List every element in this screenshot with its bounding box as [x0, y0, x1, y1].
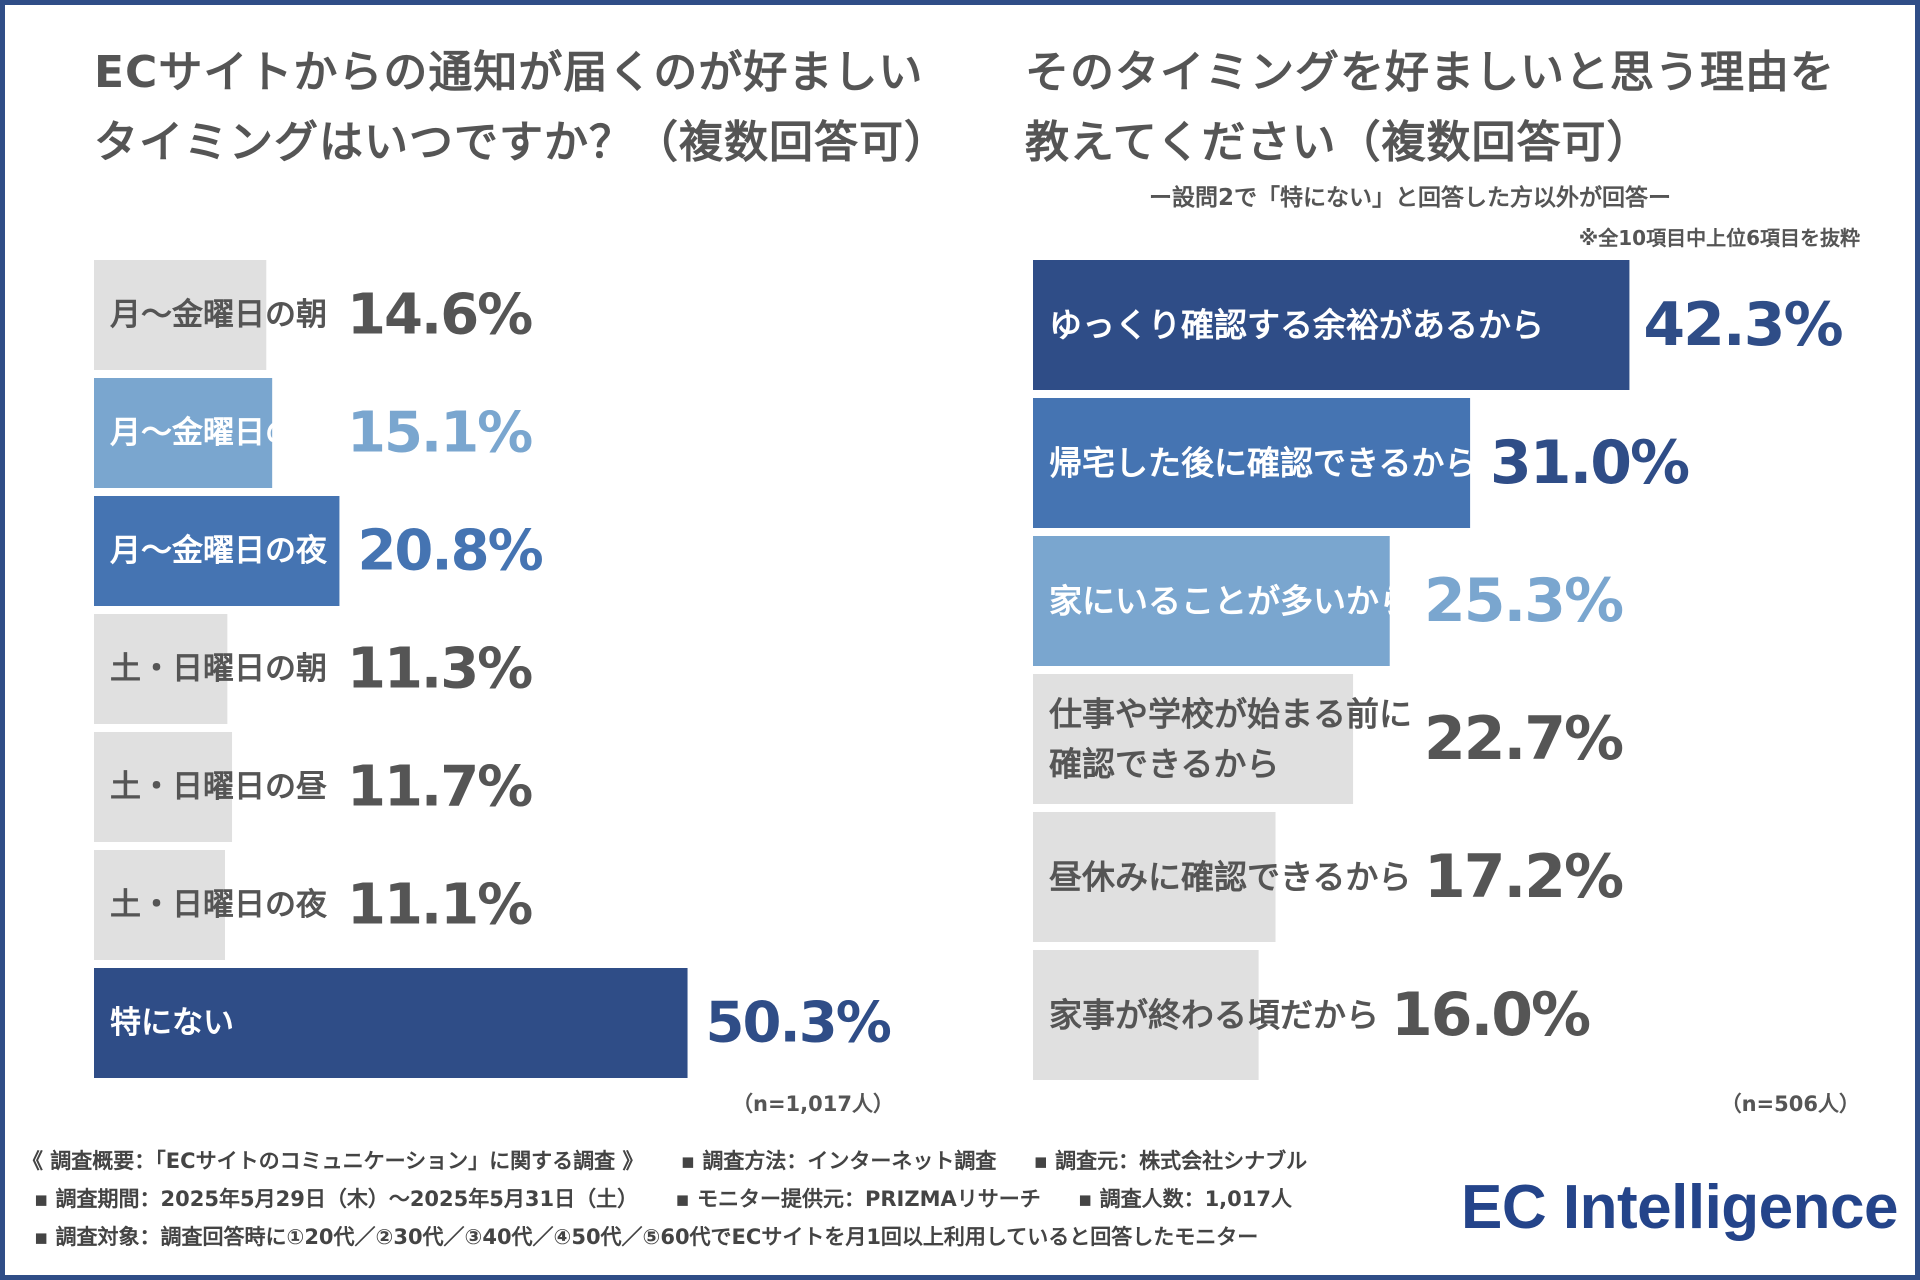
footer-survey-method: ▪ 調査方法：インターネット調査	[680, 1149, 997, 1173]
right-chart-note: ※全10項目中上位6項目を抜粋	[1578, 226, 1860, 250]
category-label-3: 家にいることが多いから	[1049, 582, 1412, 621]
footer-monitor-provider: ▪ モニター提供元：PRIZMAリサーチ	[675, 1187, 1041, 1211]
bar-6	[94, 850, 225, 960]
category-label-4: 土・日曜日の朝	[110, 651, 327, 687]
value-label-4: 11.3%	[347, 637, 532, 702]
survey-footer: 《 調査概要：「ECサイトのコミュニケーション」に関する調査 》 ▪ 調査方法：…	[22, 1142, 1337, 1256]
footer-survey-period: ▪ 調査期間：2025年5月29日（木）～2025年5月31日（土）	[34, 1187, 639, 1211]
bar-2	[1033, 398, 1471, 528]
category-label-4-1: 仕事や学校が始まる前に	[1049, 695, 1412, 734]
ec-intelligence-logo: EC Intelligence	[1461, 1173, 1898, 1242]
value-label-5: 11.7%	[347, 755, 532, 820]
right-title-line2: 教えてください（複数回答可）	[1025, 117, 1652, 168]
value-label-1: 14.6%	[347, 283, 532, 348]
category-label-5: 土・日曜日の昼	[110, 769, 327, 805]
bar-4	[1033, 674, 1354, 804]
left-sample-size: （n=1,017人）	[732, 1092, 894, 1116]
left-chart-title: ECサイトからの通知が届くのが好ましい タイミングはいつですか？（複数回答可）	[94, 38, 949, 178]
category-label-7: 特にない	[110, 1005, 234, 1041]
bar-4	[94, 614, 228, 724]
bar-2	[94, 378, 273, 488]
footer-survey-overview: 《 調査概要：「ECサイトのコミュニケーション」に関する調査 》	[22, 1149, 644, 1173]
value-label-1: 42.3%	[1643, 290, 1842, 360]
category-label-1: ゆっくり確認する余裕があるから	[1049, 306, 1544, 345]
bar-3	[1033, 536, 1390, 666]
footer-survey-target: ▪ 調査対象：調査回答時に①20代／②30代／③40代／④50代／⑤60代でEC…	[34, 1225, 1259, 1249]
bar-7	[94, 968, 688, 1078]
category-label-5: 昼休みに確認できるから	[1049, 858, 1411, 897]
category-label-4-2: 確認できるから	[1049, 745, 1279, 784]
value-label-6: 11.1%	[347, 873, 532, 938]
footer-survey-source: ▪ 調査元：株式会社シナブル	[1033, 1149, 1308, 1173]
value-label-3: 20.8%	[357, 519, 542, 584]
category-label-6: 家事が終わる頃だから	[1049, 996, 1379, 1035]
right-bar-chart: ゆっくり確認する余裕があるから 42.3% 帰宅した後に確認できるから 31.0% 家に…	[1033, 260, 1844, 1080]
category-label-2: 帰宅した後に確認できるから	[1049, 444, 1477, 483]
right-title-line1: そのタイミングを好ましいと思う理由を	[1025, 47, 1835, 98]
footer-line-1: 《 調査概要：「ECサイトのコミュニケーション」に関する調査 》 ▪ 調査方法：…	[22, 1142, 1337, 1180]
left-title-line2: タイミングはいつですか？（複数回答可）	[94, 117, 949, 168]
left-bar-chart: 月～金曜日の朝 14.6% 月～金曜日の昼 15.1% 月～金曜日の夜 20.8% 土・日曜…	[94, 260, 893, 1078]
bar-6	[1033, 950, 1259, 1080]
right-sample-size: （n=506人）	[1720, 1092, 1860, 1116]
bar-5	[1033, 812, 1276, 942]
value-label-5: 17.2%	[1424, 842, 1623, 912]
footer-line-2: ▪ 調査期間：2025年5月29日（木）～2025年5月31日（土） ▪ モニタ…	[22, 1180, 1337, 1218]
bar-1	[94, 260, 267, 370]
value-label-7: 50.3%	[706, 991, 891, 1056]
bar-5	[94, 732, 233, 842]
left-title-line1: ECサイトからの通知が届くのが好ましい	[94, 47, 924, 98]
value-label-2: 31.0%	[1490, 428, 1689, 498]
right-chart-subtitle: ー設問2で「特にない」と回答した方以外が回答ー	[1148, 185, 1671, 211]
bar-1	[1033, 260, 1630, 390]
value-label-3: 25.3%	[1424, 566, 1623, 636]
category-label-2: 月～金曜日の昼	[110, 415, 327, 451]
right-chart-title: そのタイミングを好ましいと思う理由を 教えてください（複数回答可）	[1025, 38, 1835, 178]
value-label-4: 22.7%	[1424, 704, 1623, 774]
value-label-6: 16.0%	[1391, 980, 1590, 1050]
footer-respondent-count: ▪ 調査人数：1,017人	[1078, 1187, 1292, 1211]
category-label-6: 土・日曜日の夜	[110, 887, 328, 923]
category-label-3: 月～金曜日の夜	[110, 533, 328, 569]
bar-3	[94, 496, 340, 606]
value-label-2: 15.1%	[347, 401, 532, 466]
category-label-1: 月～金曜日の朝	[110, 297, 327, 333]
footer-line-3: ▪ 調査対象：調査回答時に①20代／②30代／③40代／④50代／⑤60代でEC…	[22, 1218, 1337, 1256]
